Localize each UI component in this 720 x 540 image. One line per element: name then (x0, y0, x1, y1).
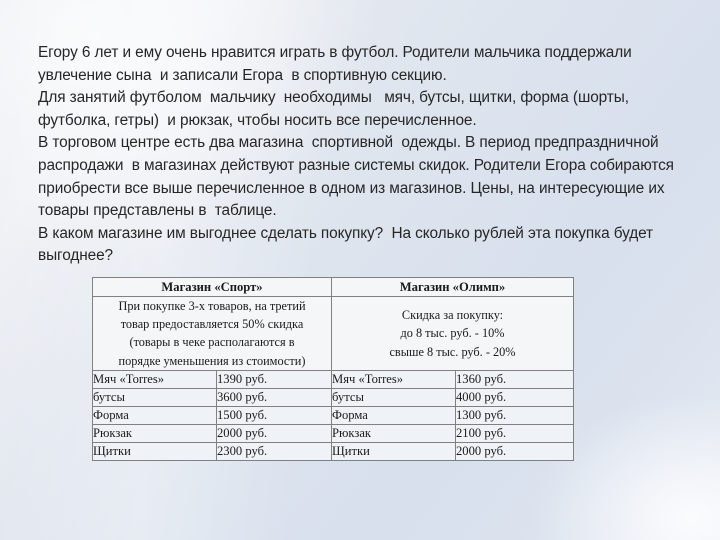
table-row: Рюкзак 2000 руб. Рюкзак 2100 руб. (92, 423, 574, 443)
table-row: бутсы 3600 руб. бутсы 4000 руб. (92, 387, 574, 407)
paragraph-3: В торговом центре есть два магазина спор… (38, 134, 683, 220)
sport-item-price: 2300 руб. (216, 441, 332, 461)
table-row: Форма 1500 руб. Форма 1300 руб. (92, 405, 574, 425)
shop-sport-rules: При покупке 3-х товаров, на третий товар… (92, 296, 332, 371)
shop-sport-title: Магазин «Спорт» (92, 277, 332, 297)
olimp-rule-line-1: Скидка за покупку: (401, 308, 504, 323)
sport-item-name: Рюкзак (92, 423, 217, 443)
paragraph-4: В каком магазине им выгоднее сделать пок… (38, 224, 658, 265)
sport-rule-line-1: При покупке 3-х товаров, на третий (118, 299, 306, 313)
sport-item-price: 1500 руб. (216, 405, 332, 425)
olimp-item-price: 2100 руб. (455, 423, 574, 443)
shop-olimp-title: Магазин «Олимп» (331, 277, 574, 297)
sport-rule-line-4: порядке уменьшения из стоимости) (118, 353, 306, 368)
sport-item-price: 2000 руб. (216, 423, 332, 443)
olimp-item-price: 4000 руб. (455, 387, 574, 407)
table-row: Мяч «Torres» 1390 руб. Мяч «Torres» 1360… (92, 369, 574, 389)
olimp-item-name: Мяч «Torres» (331, 369, 456, 389)
problem-statement: Егору 6 лет и ему очень нравится играть … (38, 42, 690, 268)
price-comparison-table: Магазин «Спорт» Магазин «Олимп» При поку… (92, 277, 574, 461)
sport-rule-line-3: (товары в чеке располагаются в (129, 335, 295, 350)
olimp-item-price: 1300 руб. (455, 405, 574, 425)
paragraph-2: Для занятий футболом мальчику необходимы… (38, 89, 634, 129)
table-rules-row: При покупке 3-х товаров, на третий товар… (92, 296, 574, 371)
sport-item-name: Щитки (92, 441, 217, 461)
sport-item-price: 1390 руб. (216, 369, 332, 389)
paragraph-1: Егору 6 лет и ему очень нравится играть … (38, 44, 636, 84)
table-header-row: Магазин «Спорт» Магазин «Олимп» (92, 277, 574, 297)
olimp-item-name: Форма (331, 405, 456, 425)
sport-item-name: Мяч «Torres» (92, 369, 217, 389)
olimp-rule-line-3: свыше 8 тыс. руб. - 20% (389, 344, 516, 359)
sport-item-name: бутсы (92, 387, 217, 407)
olimp-rule-line-2: до 8 тыс. руб. - 10% (400, 326, 505, 341)
olimp-item-name: Щитки (331, 441, 456, 461)
sport-item-price: 3600 руб. (216, 387, 332, 407)
sport-rule-line-2: товар предоставляется 50% скидка (120, 317, 304, 332)
olimp-item-name: бутсы (331, 387, 456, 407)
olimp-item-price: 1360 руб. (455, 369, 574, 389)
table-row: Щитки 2300 руб. Щитки 2000 руб. (92, 441, 574, 461)
shop-olimp-rules: Скидка за покупку: до 8 тыс. руб. - 10% … (331, 296, 574, 371)
olimp-item-name: Рюкзак (331, 423, 456, 443)
olimp-item-price: 2000 руб. (455, 441, 574, 461)
sport-item-name: Форма (92, 405, 217, 425)
